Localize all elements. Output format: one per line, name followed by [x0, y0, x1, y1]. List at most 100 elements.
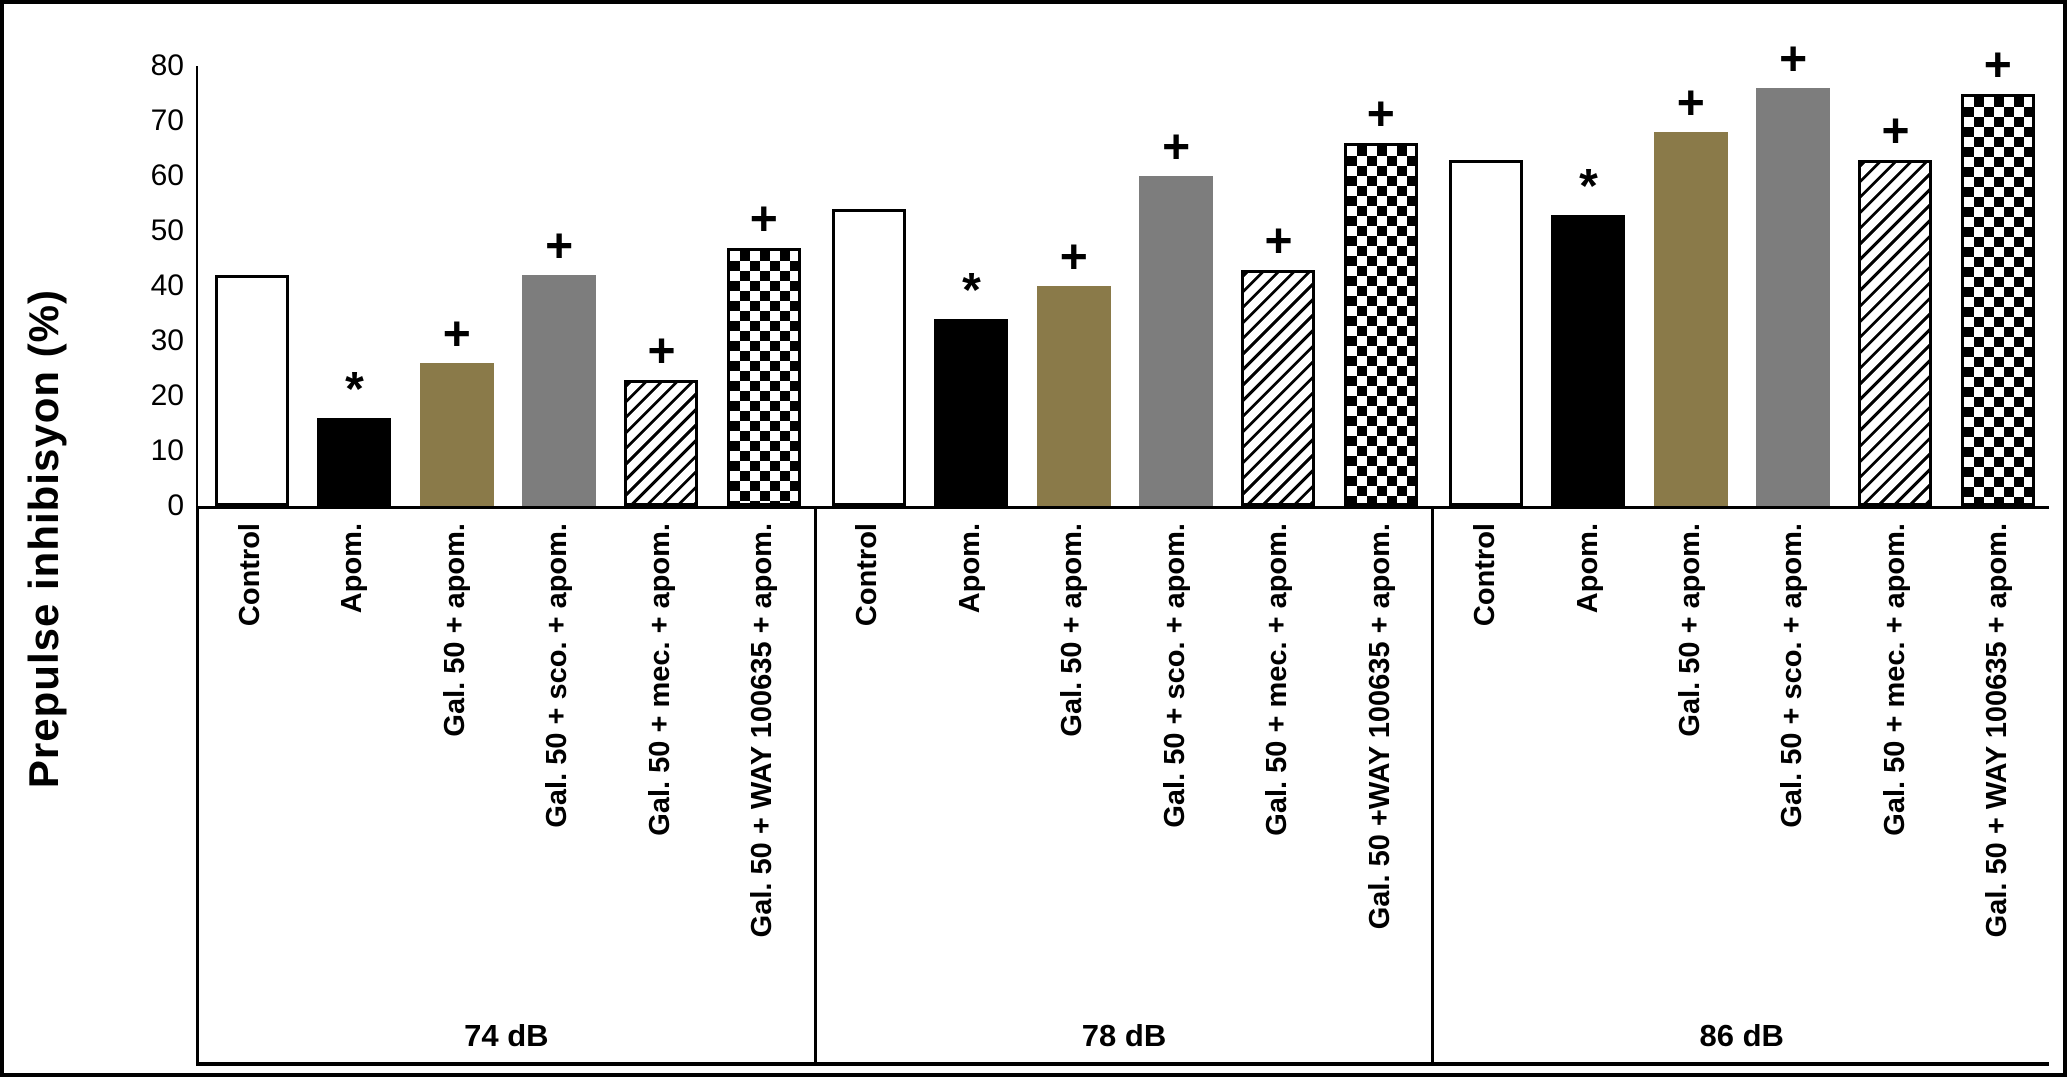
bar-slot: + — [1947, 41, 2049, 506]
group-label: 78 dB — [1081, 1018, 1167, 1053]
plus-annotation: + — [1059, 231, 1088, 284]
plus-annotation: + — [1676, 77, 1705, 130]
asterisk-annotation: * — [345, 363, 364, 416]
bar-white — [215, 275, 290, 506]
bar-slot: + — [1742, 36, 1844, 506]
category-labels-row: Control Apom. Gal. 50 + apom. Gal. 50 + sco… — [1434, 509, 2049, 937]
y-tick-label: 40 — [150, 269, 184, 302]
category-label: Gal. 50 + mec. + apom. — [1261, 523, 1294, 836]
category-labels-row: Control Apom. Gal. 50 + apom. Gal. 50 + sco… — [199, 509, 814, 937]
category-label: Gal. 50 +WAY 100635 + apom. — [1363, 523, 1396, 930]
bar-gray — [1756, 88, 1831, 506]
bar-diagonal-hatch — [1858, 159, 1933, 506]
category-label: Gal. 50 + WAY 100635 + apom. — [745, 523, 778, 938]
category-slot: Gal. 50 + apom. — [1022, 523, 1124, 929]
category-label-group: Control Apom. Gal. 50 + apom. Gal. 50 + sco… — [1431, 509, 2049, 1062]
category-label: Control — [233, 523, 266, 627]
y-axis-title: Prepulse inhibisyon (%) — [20, 288, 67, 789]
asterisk-annotation: * — [962, 264, 981, 317]
plus-annotation: + — [442, 308, 471, 361]
category-slot: Gal. 50 + WAY 100635 + apom. — [1947, 523, 2049, 937]
category-label: Apom. — [953, 523, 986, 614]
bar-slot: + — [1227, 66, 1329, 506]
category-label: Gal. 50 + apom. — [438, 523, 471, 737]
y-tick-label: 50 — [150, 214, 184, 247]
bar-slot: + — [1330, 66, 1432, 506]
category-slot: Gal. 50 + apom. — [1639, 523, 1741, 937]
category-label: Gal. 50 + apom. — [1056, 523, 1089, 737]
bar-group-86-dB: * + + + + — [1432, 36, 2049, 506]
y-tick-label: 0 — [167, 489, 184, 522]
y-tick-label: 70 — [150, 104, 184, 137]
y-tick-label: 60 — [150, 159, 184, 192]
bar-olive — [419, 363, 494, 506]
y-tick-label: 20 — [150, 379, 184, 412]
plus-annotation: + — [647, 324, 676, 378]
bar-slot: + — [508, 66, 610, 506]
bar-gray — [1139, 176, 1214, 506]
category-labels-row: Control Apom. Gal. 50 + apom. Gal. 50 + sco… — [817, 509, 1432, 929]
category-slot: Gal. 50 + apom. — [404, 523, 506, 937]
category-slot: Gal. 50 + mec. + apom. — [1226, 523, 1328, 929]
bar-slot: * — [920, 66, 1022, 506]
bar-diagonal-hatch — [624, 379, 699, 506]
category-label: Gal. 50 + mec. + apom. — [1878, 523, 1911, 836]
category-slot: Gal. 50 + mec. + apom. — [609, 523, 711, 937]
bar-slot: + — [406, 66, 508, 506]
bar-slot: + — [1844, 66, 1946, 506]
category-slot: Gal. 50 + mec. + apom. — [1844, 523, 1946, 937]
category-slot: Control — [199, 523, 301, 937]
category-slot: Gal. 50 + sco. + apom. — [1124, 523, 1226, 929]
bar-slot: + — [610, 66, 712, 506]
category-slot: Gal. 50 + sco. + apom. — [1742, 523, 1844, 937]
category-slot: Gal. 50 + WAY 100635 + apom. — [711, 523, 813, 937]
plus-annotation: + — [1779, 33, 1808, 86]
bar-black — [1551, 214, 1626, 506]
category-label: Gal. 50 + WAY 100635 + apom. — [1981, 523, 2014, 938]
bar-olive — [1653, 132, 1728, 506]
category-label: Gal. 50 + sco. + apom. — [1158, 523, 1191, 828]
category-label: Apom. — [1571, 523, 1604, 614]
x-axis-labels: Control Apom. Gal. 50 + apom. Gal. 50 + sco… — [196, 509, 2049, 1066]
category-label: Gal. 50 + sco. + apom. — [1776, 523, 1809, 828]
category-slot: Gal. 50 +WAY 100635 + apom. — [1329, 523, 1431, 929]
bar-slot: + — [1023, 66, 1125, 506]
bar-slot — [1435, 66, 1537, 506]
bar-checkerboard — [1960, 93, 2035, 506]
group-label: 86 dB — [1699, 1018, 1784, 1053]
plus-annotation: + — [1881, 104, 1910, 158]
plus-annotation: + — [1162, 121, 1191, 174]
category-slot: Apom. — [919, 523, 1021, 929]
y-tick-label: 30 — [150, 324, 184, 357]
bar-slot: + — [1125, 66, 1227, 506]
group-label: 74 dB — [464, 1018, 549, 1053]
category-slot: Apom. — [1537, 523, 1639, 937]
category-label: Gal. 50 + sco. + apom. — [541, 523, 574, 828]
category-slot: Apom. — [301, 523, 403, 937]
plot-area: * + + + + * + + + + * + + + + — [196, 36, 2049, 509]
plus-annotation: + — [1264, 214, 1293, 268]
plus-annotation: + — [545, 220, 574, 273]
category-label-group: Control Apom. Gal. 50 + apom. Gal. 50 + sco… — [196, 509, 814, 1062]
category-label: Control — [851, 523, 884, 627]
category-slot: Control — [817, 523, 919, 929]
category-label-group: Control Apom. Gal. 50 + apom. Gal. 50 + sco… — [813, 509, 1432, 1062]
bar-slot: * — [1537, 66, 1639, 506]
bar-slot: + — [713, 66, 815, 506]
bar-checkerboard — [1343, 143, 1418, 506]
bar-white — [1449, 159, 1524, 506]
y-axis: 80 70 60 50 40 30 20 10 0 — [96, 4, 184, 1073]
plus-annotation: + — [749, 192, 778, 246]
category-label: Apom. — [336, 523, 369, 614]
bar-olive — [1036, 286, 1111, 506]
y-tick-label: 10 — [150, 434, 184, 467]
category-slot: Gal. 50 + sco. + apom. — [506, 523, 608, 937]
bar-gray — [522, 275, 597, 506]
category-label: Control — [1469, 523, 1502, 627]
category-label: Gal. 50 + apom. — [1673, 523, 1706, 737]
bar-slot — [201, 66, 303, 506]
bar-black — [934, 319, 1009, 506]
plus-annotation: + — [1983, 38, 2012, 92]
bar-diagonal-hatch — [1241, 269, 1316, 506]
